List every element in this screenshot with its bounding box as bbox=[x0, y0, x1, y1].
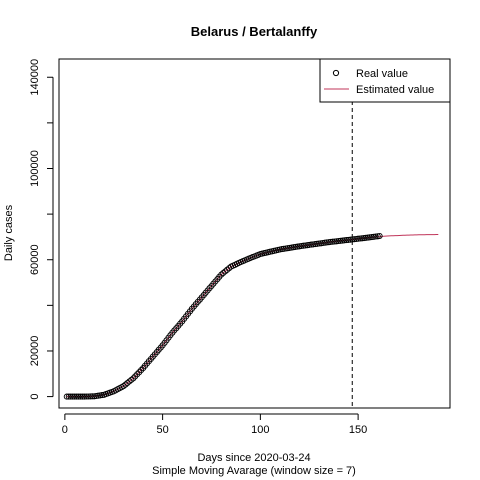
real-point bbox=[343, 237, 350, 244]
real-point bbox=[71, 393, 78, 400]
real-point bbox=[77, 393, 84, 400]
real-point bbox=[358, 235, 366, 242]
real-point bbox=[79, 393, 86, 400]
real-point bbox=[122, 381, 129, 388]
real-point bbox=[335, 237, 342, 245]
real-point bbox=[81, 393, 88, 400]
real-point bbox=[69, 393, 76, 400]
y-axis: 0 20000 60000 100000 140000 bbox=[29, 59, 54, 400]
real-point bbox=[345, 236, 352, 243]
real-point bbox=[351, 236, 358, 243]
legend-label-real: Real value bbox=[356, 68, 408, 80]
x-axis-label: Days since 2020-03-24 bbox=[197, 452, 310, 464]
real-point bbox=[362, 234, 369, 241]
real-point bbox=[130, 375, 137, 382]
real-point bbox=[73, 393, 80, 400]
y-tick-label: 60000 bbox=[29, 244, 41, 275]
real-point bbox=[126, 378, 133, 385]
real-series bbox=[63, 232, 383, 400]
real-point bbox=[85, 393, 92, 400]
y-tick-label: 140000 bbox=[29, 59, 41, 96]
y-tick-label: 0 bbox=[29, 394, 41, 400]
real-point bbox=[337, 237, 344, 244]
x-tick-label: 50 bbox=[156, 424, 168, 436]
real-point bbox=[63, 393, 70, 400]
real-point bbox=[357, 235, 364, 242]
real-point bbox=[138, 367, 145, 374]
legend: Real value Estimated value bbox=[319, 58, 451, 103]
real-point bbox=[222, 268, 229, 275]
real-point bbox=[132, 373, 139, 380]
legend-box bbox=[319, 58, 451, 103]
real-point bbox=[323, 239, 330, 246]
legend-marker-real bbox=[332, 69, 340, 77]
real-point bbox=[134, 371, 141, 378]
real-point bbox=[65, 393, 72, 400]
legend-label-estimated: Estimated value bbox=[356, 84, 434, 96]
y-axis-label: Daily cases bbox=[3, 204, 15, 261]
x-tick-label: 150 bbox=[349, 424, 367, 436]
real-point bbox=[355, 235, 362, 242]
real-point bbox=[83, 393, 90, 400]
real-point bbox=[308, 241, 315, 248]
y-tick-label: 100000 bbox=[29, 150, 41, 187]
real-point bbox=[218, 271, 225, 278]
y-tick-label: 20000 bbox=[29, 336, 41, 367]
real-point bbox=[300, 242, 307, 249]
x-tick-label: 100 bbox=[251, 424, 269, 436]
x-axis: 0 50 100 150 bbox=[62, 413, 367, 436]
real-point bbox=[376, 232, 383, 240]
real-point bbox=[75, 393, 82, 400]
real-point bbox=[341, 237, 348, 244]
real-point bbox=[87, 393, 94, 400]
real-point bbox=[327, 238, 334, 245]
chart-title: Belarus / Bertalanffy bbox=[191, 24, 318, 39]
real-point bbox=[331, 238, 338, 245]
x-axis-subtitle: Simple Moving Avarage (window size = 7) bbox=[152, 465, 356, 477]
real-point bbox=[89, 393, 96, 400]
plot-frame bbox=[58, 58, 451, 409]
x-tick-label: 0 bbox=[62, 424, 68, 436]
real-point bbox=[67, 393, 74, 400]
real-point bbox=[366, 234, 373, 241]
real-point bbox=[329, 238, 336, 245]
real-point bbox=[372, 233, 379, 240]
real-point bbox=[315, 240, 323, 247]
